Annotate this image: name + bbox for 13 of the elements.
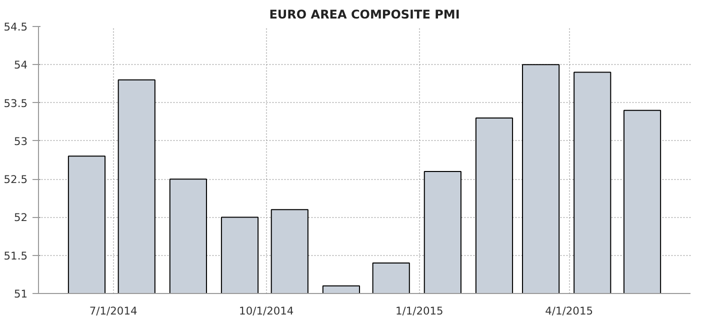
y-tick-label: 54	[14, 58, 28, 72]
y-tick-label: 53	[14, 134, 28, 148]
y-tick-label: 51.5	[4, 249, 28, 262]
x-tick-label: 7/1/2014	[89, 304, 138, 318]
y-tick-label: 52	[14, 211, 28, 224]
y-tick-label: 51	[14, 288, 28, 300]
x-tick-label: 10/1/2014	[239, 304, 294, 318]
x-tick-label: 4/1/2015	[545, 304, 594, 318]
y-tick-label: 54.5	[4, 20, 28, 34]
chart-title: EURO AREA COMPOSITE PMI	[269, 8, 460, 22]
y-tick-label: 52.5	[4, 173, 28, 186]
x-tick-label: 1/1/2015	[395, 304, 444, 318]
y-tick-label: 53.5	[4, 96, 28, 110]
